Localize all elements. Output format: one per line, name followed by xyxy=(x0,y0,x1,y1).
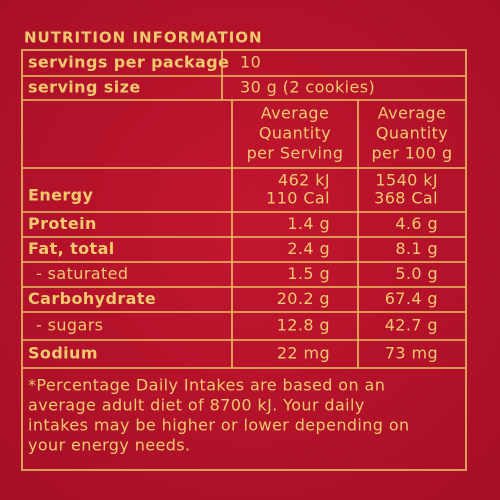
nutrient-value: 12.8 g xyxy=(277,316,330,335)
footnote-line: *Percentage Daily Intakes are based on a… xyxy=(28,376,385,395)
serving-value: 30 g (2 cookies) xyxy=(240,78,375,97)
nutrient-label: Energy xyxy=(28,186,94,205)
table-border xyxy=(21,49,467,471)
nutrient-value: 20.2 g xyxy=(277,289,330,308)
nutrient-value: 1.4 g xyxy=(287,214,330,233)
serving-label: servings per package xyxy=(28,53,229,72)
nutrient-value: 1.5 g xyxy=(287,264,330,283)
footnote-line: intakes may be higher or lower depending… xyxy=(28,416,410,435)
footnote-line: your energy needs. xyxy=(28,436,191,455)
column-header: per 100 g xyxy=(371,144,452,163)
footnote-line: average adult diet of 8700 kJ. Your dail… xyxy=(28,396,365,415)
nutrient-value: 42.7 g xyxy=(385,316,438,335)
nutrient-value: 73 mg xyxy=(385,344,438,363)
serving-label: serving size xyxy=(28,78,141,97)
nutrient-label: Fat, total xyxy=(28,239,115,258)
nutrient-value: 462 kJ xyxy=(278,171,330,190)
column-header: Average xyxy=(261,104,330,123)
nutrient-label: - saturated xyxy=(36,264,128,283)
serving-value: 10 xyxy=(240,53,261,72)
nutrient-value: 110 Cal xyxy=(266,189,330,208)
nutrient-value: 4.6 g xyxy=(395,214,438,233)
nutrient-value: 8.1 g xyxy=(395,239,438,258)
nutrient-value: 1540 kJ xyxy=(375,171,438,190)
nutrient-label: - sugars xyxy=(36,316,103,335)
nutrient-label: Carbohydrate xyxy=(28,289,156,308)
nutrient-value: 368 Cal xyxy=(374,189,438,208)
column-header: Average xyxy=(378,104,447,123)
column-header: per Serving xyxy=(247,144,344,163)
column-header: Quantity xyxy=(259,124,331,143)
nutrient-value: 5.0 g xyxy=(395,264,438,283)
nutrient-value: 67.4 g xyxy=(385,289,438,308)
nutrient-label: Sodium xyxy=(28,344,98,363)
nutrient-value: 22 mg xyxy=(277,344,330,363)
nutrient-label: Protein xyxy=(28,214,97,233)
title: NUTRITION INFORMATION xyxy=(24,29,263,47)
column-header: Quantity xyxy=(376,124,448,143)
nutrient-value: 2.4 g xyxy=(287,239,330,258)
